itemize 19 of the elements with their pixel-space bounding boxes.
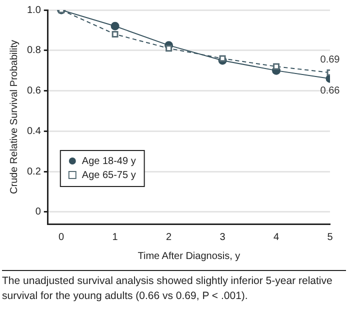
y-tick-label: 0 — [35, 206, 42, 218]
y-tick-label: 0.2 — [26, 166, 42, 178]
y-axis-title: Crude Relative Survival Probability — [8, 40, 20, 194]
y-tick-label: 0.8 — [26, 45, 42, 56]
y-tick-label: 0.6 — [26, 86, 42, 97]
y-tick-label: 1.0 — [26, 4, 42, 16]
x-tick-label: 1 — [112, 232, 118, 243]
y-tick-label: 0.4 — [26, 126, 42, 137]
x-tick-label: 3 — [220, 232, 226, 243]
annotation: 0.69 — [320, 54, 340, 66]
text: The unadjusted survival analysis showed slightly inferior 5-year relative survival for the young adults (0.66 vs 0.69, P < .001). — [2, 270, 346, 304]
x-tick-label: 4 — [273, 232, 280, 243]
x-tick-label: 2 — [166, 232, 172, 243]
legend-label: Age 65-75 y — [82, 170, 136, 181]
annotation: 0.66 — [320, 85, 340, 96]
legend-label: Age 18-49 y — [82, 156, 136, 167]
x-tick-label: 0 — [58, 232, 65, 243]
x-axis-title: Time After Diagnosis, y — [138, 250, 240, 262]
x-tick-label: 5 — [327, 232, 334, 243]
